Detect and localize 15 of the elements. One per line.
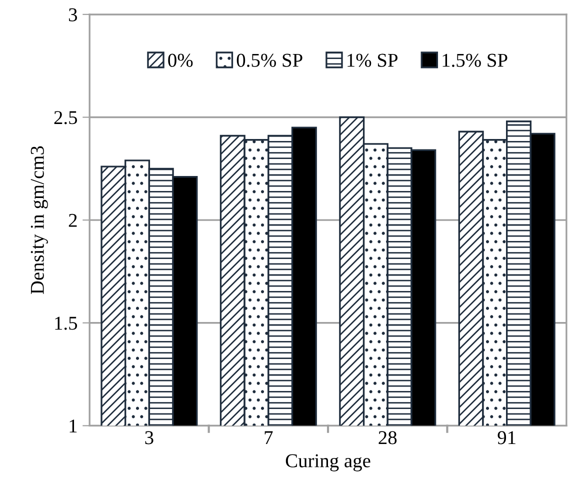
- legend-label: 1.5% SP: [442, 54, 508, 67]
- y-tick-label: 1.5: [55, 316, 78, 330]
- y-tick-label: 3: [68, 8, 78, 22]
- y-tick-label: 2.5: [54, 111, 78, 124]
- x-tick-label: 7: [264, 431, 273, 444]
- y-tick-label: 1: [70, 420, 77, 432]
- x-tick-label: 91: [498, 431, 516, 444]
- legend-label: 0.5% SP: [236, 54, 302, 67]
- legend-label: 0%: [168, 54, 193, 67]
- y-tick-label: 2: [68, 214, 77, 227]
- x-tick-label: 28: [378, 431, 397, 444]
- y-axis-title: Density in gm/cm3: [30, 146, 48, 294]
- legend-label: 1% SP: [348, 54, 398, 67]
- x-tick-label: 3: [145, 431, 154, 444]
- x-axis-title: Curing age: [286, 454, 370, 472]
